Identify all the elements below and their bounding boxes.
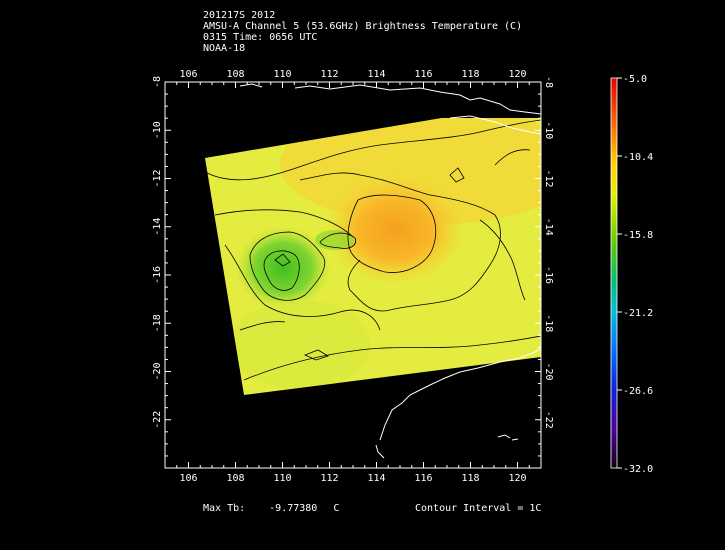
coastline-bali: [239, 83, 263, 88]
lat-label-left: -10: [152, 121, 163, 139]
contour-north: [204, 119, 542, 181]
lon-label-bottom: 114: [367, 473, 385, 484]
contour-cool-2: [263, 250, 300, 291]
cool-core: [235, 226, 331, 310]
lon-label-top: 120: [508, 69, 526, 80]
max-tb-value: -9.77380: [269, 503, 318, 514]
contour-west-1: [214, 209, 353, 237]
lon-label-top: 106: [179, 69, 197, 80]
contour-cool-1: [249, 231, 326, 301]
contour-warm-inner: [347, 194, 437, 273]
south-cool-band: [230, 300, 370, 390]
title-line-1: 201217S 2012: [203, 10, 276, 21]
contour-lobe: [319, 232, 357, 249]
colorbar: -5.0 -10.4 -15.8 -21.2 -26.6 -32.0: [610, 74, 653, 475]
contour-cool-3: [274, 253, 291, 267]
coastline: [239, 83, 542, 459]
max-tb-unit: C: [333, 503, 340, 514]
lon-label-top: 110: [273, 69, 291, 80]
lat-label-right: -14: [543, 218, 554, 236]
coastline-australia: [379, 347, 542, 441]
contour-warm-outer: [299, 172, 501, 312]
lat-label-right: -20: [543, 362, 554, 380]
title-block: 201217S 2012 AMSU-A Channel 5 (53.6GHz) …: [203, 10, 522, 54]
lon-label-top: 114: [367, 69, 385, 80]
contour-south: [243, 335, 542, 381]
lat-label-right: -22: [543, 411, 554, 429]
contour-southwest: [239, 321, 286, 331]
title-line-2: AMSU-A Channel 5 (53.6GHz) Brightness Te…: [203, 21, 523, 32]
lat-label-right: -18: [543, 314, 554, 332]
lon-label-top: 116: [414, 69, 432, 80]
contour-west-2: [224, 244, 381, 331]
brightness-field: [205, 118, 541, 395]
max-tb-label: Max Tb:: [203, 503, 246, 514]
lat-label-right: -16: [543, 266, 554, 284]
colorbar-label: -15.8: [623, 230, 653, 241]
lon-label-bottom: 116: [414, 473, 432, 484]
lat-label-left: -20: [152, 362, 163, 380]
lat-label-left: -8: [152, 76, 163, 88]
lat-label-right: -12: [543, 169, 554, 187]
lat-label-left: -16: [152, 266, 163, 284]
contour-small-2: [449, 167, 465, 183]
lon-label-bottom: 118: [461, 473, 479, 484]
lon-label-bottom: 108: [226, 473, 244, 484]
colorbar-label: -5.0: [623, 74, 647, 85]
title-line-4: NOAA-18: [203, 43, 246, 54]
max-tb-readout: Max Tb: -9.77380 C: [203, 503, 339, 514]
lon-label-top: 112: [320, 69, 338, 80]
colorbar-label: -26.6: [623, 386, 653, 397]
lon-label-top: 118: [461, 69, 479, 80]
colorbar-label: -10.4: [623, 152, 653, 163]
lat-label-left: -18: [152, 314, 163, 332]
lon-label-bottom: 112: [320, 473, 338, 484]
coastline-island-1: [497, 434, 511, 439]
coastline-java: [294, 84, 542, 115]
lat-label-left: -12: [152, 169, 163, 187]
lat-label-left: -22: [152, 411, 163, 429]
contour-lines: [204, 119, 542, 381]
colorbar-label: -32.0: [623, 464, 653, 475]
coastline-lesser-sunda: [449, 115, 542, 135]
warm-core: [325, 175, 465, 285]
coastline-island-2: [511, 438, 519, 441]
colorbar-label: -21.2: [623, 308, 653, 319]
contour-small-1: [303, 349, 329, 361]
lon-label-bottom: 120: [508, 473, 526, 484]
lon-label-top: 108: [226, 69, 244, 80]
title-line-3: 0315 Time: 0656 UTC: [203, 32, 318, 43]
contour-east-2: [494, 149, 531, 166]
lon-label-bottom: 110: [273, 473, 291, 484]
contour-east-1: [479, 219, 526, 301]
contour-interval: Contour Interval = 1C: [415, 503, 542, 514]
colorbar-gradient: [610, 77, 618, 469]
map-axes: 106 106 108 108 110 110 112 112 114 114 116 116 118 1…: [152, 69, 554, 484]
lat-label-left: -14: [152, 218, 163, 236]
coastline-australia-2: [375, 444, 385, 459]
lat-label-right: -8: [543, 76, 554, 88]
lat-label-right: -10: [543, 121, 554, 139]
lon-label-bottom: 106: [179, 473, 197, 484]
